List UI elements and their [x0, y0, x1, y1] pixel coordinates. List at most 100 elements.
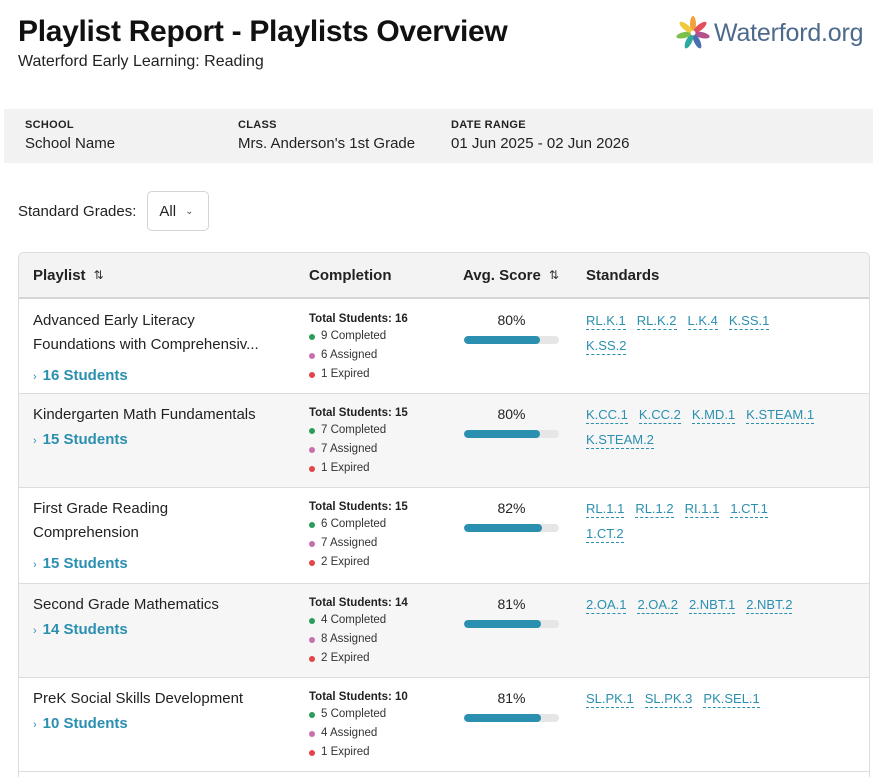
completed-count-text: 6 Completed — [321, 518, 387, 530]
standards-list: 2.OA.1 2.OA.2 2.NBT.1 2.NBT.2 — [586, 596, 826, 621]
standard-link[interactable]: 1.CT.2 — [586, 526, 624, 543]
completion-summary: Total Students: 14 4 Completed 8 Assigned 2… — [309, 595, 408, 668]
students-count: 16 Students — [42, 367, 128, 384]
playlist-name-line: Second Grade Mathematics — [33, 596, 219, 613]
standard-link[interactable]: RL.1.2 — [635, 501, 674, 518]
column-header-playlist[interactable]: Playlist ⇅ — [33, 253, 104, 297]
students-expand-link[interactable]: › 15 Students — [33, 430, 128, 451]
column-header-avg-score[interactable]: Avg. Score ⇅ — [463, 253, 559, 297]
standard-link[interactable]: K.CC.2 — [638, 407, 681, 424]
expired-count-text: 1 Expired — [321, 368, 370, 380]
students-expand-link[interactable]: › 10 Students — [33, 714, 128, 735]
playlist-name: First Grade Reading Comprehension — [33, 497, 285, 545]
score-progress-fill — [464, 430, 540, 438]
total-students: Total Students: 15 — [309, 501, 408, 513]
chevron-down-icon: ⌄ — [185, 205, 194, 217]
standard-link[interactable]: 2.NBT.1 — [688, 597, 736, 614]
standard-link[interactable]: RI.1.1 — [684, 501, 720, 518]
expired-count: 2 Expired — [309, 553, 408, 572]
logo-text: Waterford.org — [714, 18, 864, 47]
avg-score: 80% — [464, 405, 559, 438]
report-info-bar: SCHOOL School Name CLASS Mrs. Anderson's… — [4, 109, 873, 163]
playlist-name-line: Comprehension — [33, 524, 139, 541]
standard-grades-label: Standard Grades: — [18, 202, 137, 220]
completion-summary: Total Students: 10 5 Completed 4 Assigned 1… — [309, 689, 408, 762]
standard-link[interactable]: 2.OA.2 — [637, 597, 678, 614]
standard-link[interactable]: K.STEAM.1 — [746, 407, 815, 424]
standards-list: RL.1.1 RL.1.2 RI.1.1 1.CT.1 1.CT.2 — [586, 500, 826, 550]
date-range-label: DATE RANGE — [451, 119, 526, 131]
standard-link[interactable]: 2.OA.1 — [586, 597, 627, 614]
page-subtitle: Waterford Early Learning: Reading — [18, 53, 264, 70]
score-progress-fill — [464, 714, 541, 722]
column-label-playlist: Playlist — [33, 266, 86, 284]
assigned-count-text: 8 Assigned — [321, 633, 378, 645]
students-expand-link[interactable]: › 15 Students — [33, 554, 128, 575]
standard-link[interactable]: SL.PK.1 — [586, 691, 634, 708]
standard-link[interactable]: K.MD.1 — [691, 407, 736, 424]
class-value: Mrs. Anderson's 1st Grade — [238, 135, 416, 152]
standard-grades-filter: Standard Grades: All ⌄ — [18, 191, 210, 231]
standard-link[interactable]: RL.K.2 — [636, 313, 677, 330]
score-progress-fill — [464, 524, 542, 532]
sort-arrows-icon: ⇅ — [548, 268, 559, 282]
class-label: CLASS — [238, 119, 277, 131]
standard-link[interactable]: K.CC.1 — [586, 407, 628, 424]
expired-dot-icon — [309, 465, 315, 472]
playlist-name: Second Grade Mathematics — [33, 593, 285, 617]
standard-link[interactable]: RL.1.1 — [586, 501, 625, 518]
total-students: Total Students: 15 — [309, 407, 408, 419]
avg-score: 81% — [464, 689, 559, 722]
table-row: PreK Social Skills Development › 10 Studen… — [19, 678, 869, 772]
assigned-dot-icon — [309, 730, 315, 737]
assigned-count: 7 Assigned — [309, 440, 408, 459]
expired-count: 1 Expired — [309, 743, 408, 762]
students-count: 15 Students — [42, 555, 128, 572]
total-students: Total Students: 14 — [309, 597, 408, 609]
table-row: Kindergarten Math Fundamentals › 15 Studen… — [19, 394, 869, 488]
standard-link[interactable]: 1.CT.1 — [730, 501, 768, 518]
assigned-dot-icon — [309, 636, 315, 643]
standard-link[interactable]: 2.NBT.2 — [746, 597, 793, 614]
standard-link[interactable]: RL.K.1 — [586, 313, 626, 330]
completed-dot-icon — [309, 711, 315, 718]
playlists-table: Playlist ⇅ Completion Avg. Score ⇅ Stand… — [18, 252, 870, 777]
completed-count: 7 Completed — [309, 421, 408, 440]
playlist-name-line: Kindergarten Math Fundamentals — [33, 406, 256, 423]
chevron-right-icon: › — [33, 719, 37, 731]
completion-summary: Total Students: 15 7 Completed 7 Assigned 1… — [309, 405, 408, 478]
playlist-name-line: Foundations with Comprehensiv... — [33, 336, 259, 353]
table-header: Playlist ⇅ Completion Avg. Score ⇅ Stand… — [19, 253, 869, 299]
playlist-name-line: PreK Social Skills Development — [33, 690, 244, 707]
assigned-count-text: 7 Assigned — [321, 443, 378, 455]
students-expand-link[interactable]: › 16 Students — [33, 366, 128, 387]
completed-count: 9 Completed — [309, 327, 408, 346]
students-count: 15 Students — [42, 431, 128, 448]
table-row: First Grade Reading Comprehension › 15 Stud… — [19, 488, 869, 584]
completed-dot-icon — [309, 427, 315, 434]
avg-score: 80% — [464, 311, 559, 344]
column-header-standards: Standards — [586, 253, 659, 297]
score-progress-bar — [464, 430, 559, 438]
score-progress-bar — [464, 714, 559, 722]
score-progress-fill — [464, 620, 541, 628]
chevron-right-icon: › — [33, 435, 37, 447]
standard-link[interactable]: K.SS.1 — [728, 313, 770, 330]
standard-grades-select[interactable]: All ⌄ — [147, 191, 210, 231]
standard-link[interactable]: K.SS.2 — [586, 338, 627, 355]
column-label-completion: Completion — [309, 266, 392, 284]
date-range-value: 01 Jun 2025 - 02 Jun 2026 — [451, 135, 630, 152]
assigned-dot-icon — [309, 540, 315, 547]
date-range-info: DATE RANGE 01 Jun 2025 - 02 Jun 2026 — [451, 118, 629, 155]
standard-link[interactable]: SL.PK.3 — [644, 691, 693, 708]
standard-link[interactable]: K.STEAM.2 — [586, 432, 654, 449]
expired-dot-icon — [309, 749, 315, 756]
playlist-name-line: Advanced Early Literacy — [33, 312, 195, 329]
assigned-count-text: 7 Assigned — [321, 537, 378, 549]
assigned-dot-icon — [309, 446, 315, 453]
students-count: 10 Students — [42, 715, 128, 732]
standard-link[interactable]: PK.SEL.1 — [703, 691, 760, 708]
standard-link[interactable]: L.K.4 — [687, 313, 718, 330]
avg-score-value: 81% — [497, 596, 526, 612]
students-expand-link[interactable]: › 14 Students — [33, 620, 128, 641]
